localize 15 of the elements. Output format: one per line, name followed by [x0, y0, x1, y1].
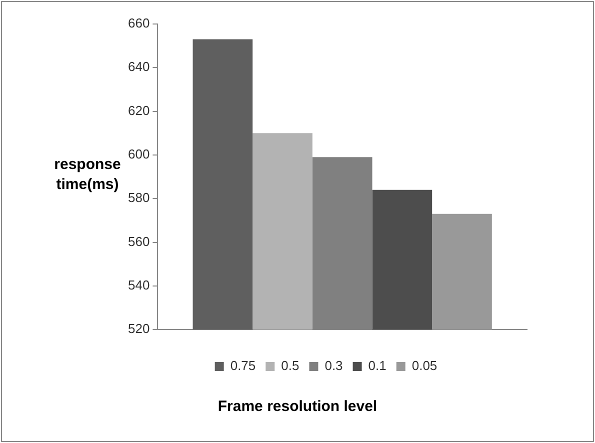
y-tick-label: 580: [128, 190, 150, 206]
y-tick-label: 540: [128, 278, 150, 293]
y-tick-label: 600: [128, 146, 150, 162]
legend-label: 0.75: [230, 358, 256, 374]
legend-label: 0.05: [412, 358, 438, 374]
legend-label: 0.5: [281, 358, 300, 374]
y-tick-label: 520: [128, 321, 150, 336]
y-tick-label: 560: [128, 234, 150, 249]
y-tick-label: 640: [128, 59, 150, 74]
y-tick-label: 620: [128, 102, 150, 118]
y-tick-label: 660: [128, 16, 150, 31]
x-axis-title: Frame resolution level: [216, 398, 378, 415]
legend-label: 0.1: [368, 358, 386, 374]
y-axis-title: response time(ms): [54, 156, 121, 193]
legend-label: 0.3: [324, 358, 343, 374]
